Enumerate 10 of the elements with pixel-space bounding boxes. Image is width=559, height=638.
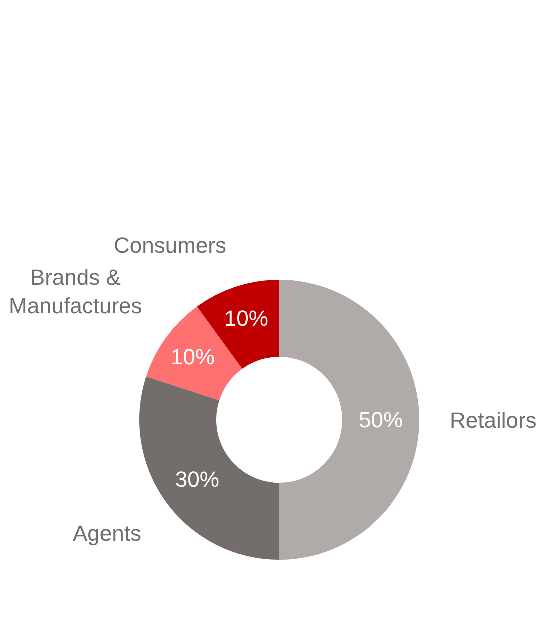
data-label: 10% <box>224 306 268 331</box>
data-label: 30% <box>175 467 220 492</box>
donut-slice <box>280 280 420 560</box>
slice-label: Retailors <box>450 408 537 433</box>
slice-label: Agents <box>73 521 142 546</box>
donut-slice <box>140 376 280 560</box>
data-label: 10% <box>170 344 215 370</box>
slice-label: Consumers <box>114 233 226 258</box>
data-label: 50% <box>358 408 404 432</box>
slice-label: Brands & Manufactures <box>9 265 142 319</box>
